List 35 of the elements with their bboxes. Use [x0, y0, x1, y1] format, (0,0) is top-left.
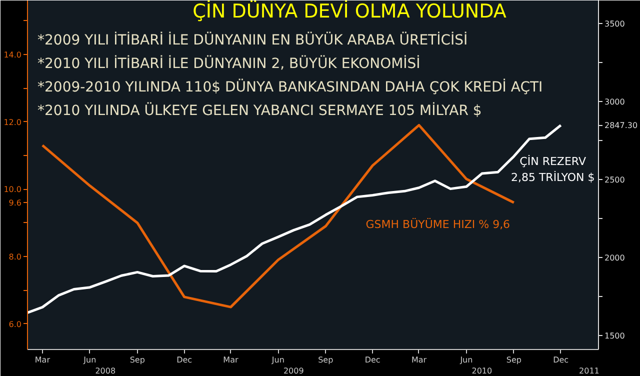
x-tick-label: Mar: [34, 356, 51, 364]
y2-tick-label: 2847.30: [604, 121, 638, 130]
series-label: ÇİN REZERV 2,85 TRİLYON $: [510, 154, 595, 184]
y2-tick-label: 3500: [604, 19, 625, 28]
x-tick-label: Sep: [318, 356, 334, 364]
y-tick-label: 12.0: [4, 118, 22, 127]
y-tick-label: 8.0: [8, 252, 22, 262]
x-tick-label: Sep: [506, 356, 522, 364]
x-tick-label: Sep: [130, 356, 145, 364]
x-tick-label: Dec: [176, 356, 192, 364]
chart-title: ÇİN DÜNYA DEVİ OLMA YOLUNDA: [192, 0, 506, 22]
x2-tick-label: 2011: [579, 366, 600, 376]
x-tick-label: Dec: [364, 356, 380, 364]
x-tick-label: Mar: [223, 356, 239, 364]
x2-tick-label: 2009: [283, 366, 304, 376]
x-tick-label: Dec: [553, 356, 569, 364]
y-tick-label: 10.0: [4, 185, 22, 194]
x-tick-label: Jun: [270, 356, 284, 364]
series-label: GSMH BÜYÜME HIZI % 9,6: [366, 217, 510, 232]
y2-tick-label: 2500: [604, 175, 625, 184]
x-tick-label: Mar: [411, 356, 428, 364]
x-tick-label: Jun: [459, 356, 473, 364]
annotation: *2010 YILINDA ÜLKEYE GELEN YABANCI SERMAYE 105 MİLYAR $: [38, 102, 482, 119]
y2-tick-label: 3000: [604, 97, 625, 106]
annotation: *2009-2010 YILINDA 110$ DÜNYA BANKASINDAN DAHA ÇOK KREDİ AÇTI: [38, 78, 543, 96]
y2-tick-label: 2000: [604, 254, 625, 263]
y-tick-label: 14.0: [4, 50, 22, 60]
y2-tick-label: 1500: [604, 332, 625, 341]
x2-tick-label: 2008: [95, 366, 116, 376]
annotation: *2010 YILI İTİBARİ İLE DÜNYANIN 2, BÜYÜK EKONOMİSİ: [38, 55, 420, 72]
y-tick-label: 6.0: [8, 320, 22, 329]
x2-tick-label: 2010: [472, 366, 492, 376]
annotation: *2009 YILI İTİBARİ İLE DÜNYANIN EN BÜYÜK ARABA ÜRETİCİSİ: [38, 32, 468, 48]
x-tick-label: Jun: [82, 356, 96, 364]
y-tick-label: 9.6: [8, 198, 22, 208]
